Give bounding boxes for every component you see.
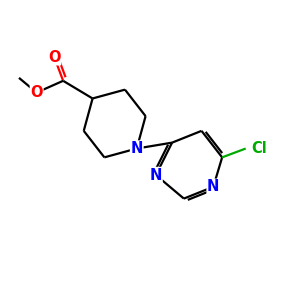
- Text: O: O: [48, 50, 61, 65]
- Text: N: N: [150, 167, 162, 182]
- Text: N: N: [207, 179, 220, 194]
- Text: Cl: Cl: [251, 141, 267, 156]
- Text: O: O: [30, 85, 43, 100]
- Text: N: N: [130, 141, 143, 156]
